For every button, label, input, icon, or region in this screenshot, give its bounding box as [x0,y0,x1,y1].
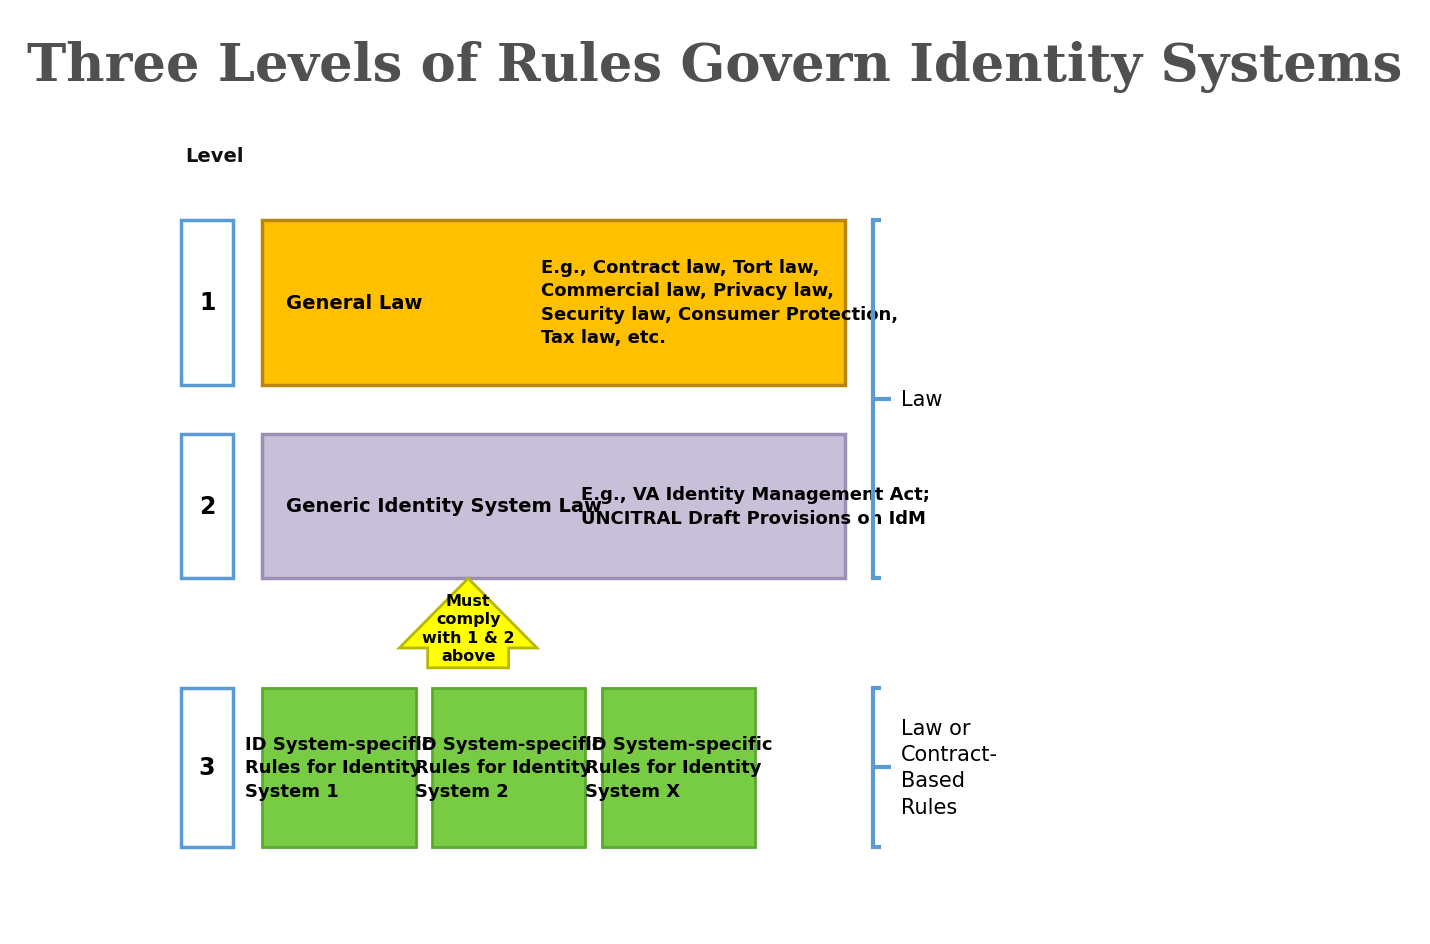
Text: Law: Law [901,390,942,410]
Bar [262,435,845,579]
Bar [432,688,585,847]
Bar [262,221,845,385]
Polygon shape [399,579,536,668]
Text: General Law: General Law [286,294,422,312]
Bar [180,435,233,579]
Text: ID System-specific
Rules for Identity
System 1: ID System-specific Rules for Identity Sy… [245,734,432,800]
Text: 3: 3 [199,755,216,780]
Text: 2: 2 [199,495,216,518]
Text: Three Levels of Rules Govern Identity Systems: Three Levels of Rules Govern Identity Sy… [27,42,1403,93]
Text: Level: Level [184,147,243,166]
Text: Generic Identity System Law: Generic Identity System Law [286,497,602,515]
Text: 1: 1 [199,291,216,314]
Text: Law or
Contract-
Based
Rules: Law or Contract- Based Rules [901,717,998,817]
Text: ID System-specific
Rules for Identity
System X: ID System-specific Rules for Identity Sy… [585,734,772,800]
Text: E.g., VA Identity Management Act;
UNCITRAL Draft Provisions on IdM: E.g., VA Identity Management Act; UNCITR… [582,485,931,527]
Bar [602,688,755,847]
Text: Must
comply
with 1 & 2
above: Must comply with 1 & 2 above [422,593,515,664]
Bar [180,688,233,847]
Text: ID System-specific
Rules for Identity
System 2: ID System-specific Rules for Identity Sy… [415,734,602,800]
Bar [180,221,233,385]
Bar [262,688,416,847]
Text: E.g., Contract law, Tort law,
Commercial law, Privacy law,
Security law, Consume: E.g., Contract law, Tort law, Commercial… [541,259,898,347]
